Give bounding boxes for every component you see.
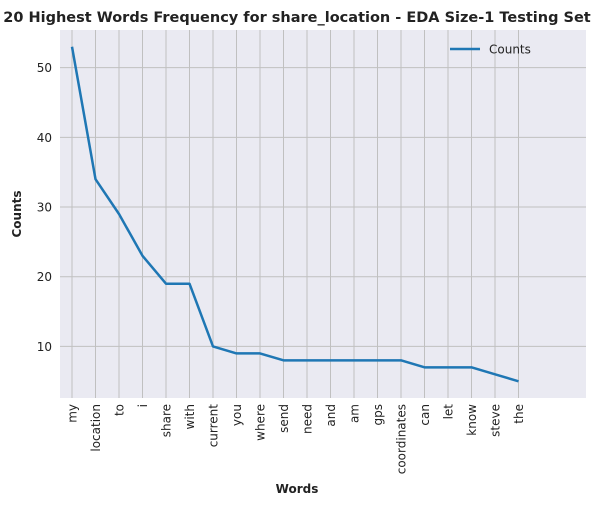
- x-tick-label: where: [254, 404, 268, 441]
- y-tick-label: 50: [37, 61, 52, 75]
- plot-area: [60, 30, 586, 398]
- legend: Counts: [450, 43, 531, 57]
- x-tick-label: and: [324, 404, 338, 427]
- y-axis-label: Counts: [10, 190, 24, 237]
- x-tick-label: the: [512, 404, 526, 424]
- y-tick-label: 20: [37, 270, 52, 284]
- x-tick-label: can: [418, 404, 432, 426]
- x-tick-label: send: [277, 404, 291, 433]
- y-tick-label: 10: [37, 340, 52, 354]
- grid-layer: [60, 30, 586, 398]
- x-tick-label: steve: [489, 404, 503, 437]
- x-tick-label: gps: [371, 404, 385, 426]
- series-layer: [70, 46, 519, 383]
- x-tick-label: let: [442, 404, 456, 420]
- x-tick-label: current: [207, 404, 221, 448]
- x-tick-label: to: [113, 404, 127, 416]
- chart-title: 20 Highest Words Frequency for share_loc…: [3, 10, 591, 26]
- x-tick-label: you: [230, 404, 244, 426]
- x-tick-label: am: [348, 404, 362, 423]
- x-tick-label: location: [89, 404, 103, 452]
- y-tick-label: 30: [37, 201, 52, 215]
- y-tick-labels: 10 20 30 40 50: [37, 61, 52, 354]
- x-tick-label: need: [301, 404, 315, 434]
- y-tick-label: 40: [37, 131, 52, 145]
- x-tick-label: share: [160, 404, 174, 437]
- x-tick-label: i: [136, 404, 150, 407]
- x-tick-label: know: [465, 404, 479, 436]
- x-tick-label: my: [66, 404, 80, 423]
- series-line-counts: [70, 46, 519, 383]
- legend-label: Counts: [489, 43, 531, 57]
- x-tick-label: coordinates: [395, 404, 409, 474]
- x-tick-labels: my location to i share with current you where sen…: [66, 404, 527, 475]
- x-axis-label: Words: [276, 482, 319, 496]
- x-tick-label: with: [183, 404, 197, 429]
